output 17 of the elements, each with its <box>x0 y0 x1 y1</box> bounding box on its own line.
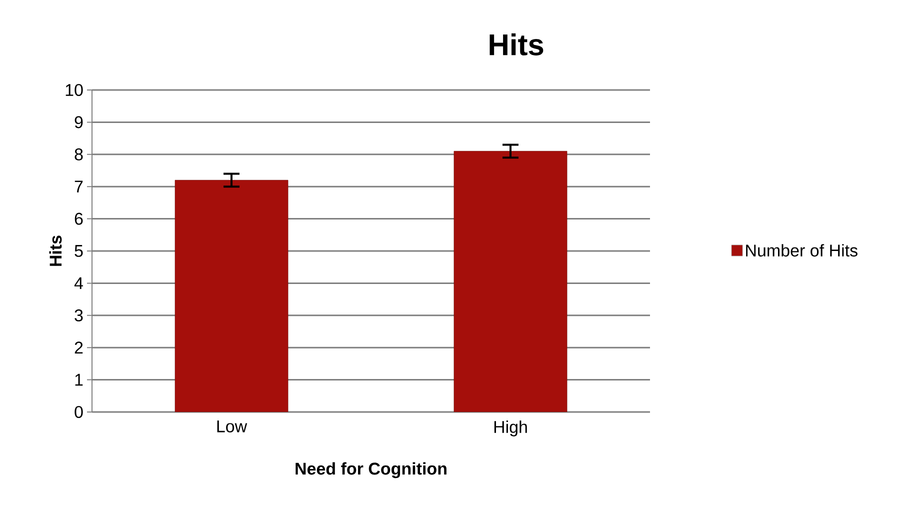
y-tick-label: 0 <box>74 406 83 418</box>
y-tick-label: 7 <box>74 180 83 192</box>
x-tick-label: Low <box>217 420 248 432</box>
y-tick-label: 5 <box>74 245 83 257</box>
y-tick-label: 10 <box>66 84 83 96</box>
y-tick-label: 2 <box>74 342 83 354</box>
y-tick-label: 3 <box>74 309 83 322</box>
chart-title: Hits <box>490 33 544 56</box>
y-tick-label: 1 <box>75 374 83 386</box>
x-tick-label: High <box>494 420 527 436</box>
y-axis-title: Hits <box>49 236 62 266</box>
y-tick-label: 6 <box>74 212 83 225</box>
x-axis-title: Need for Cognition <box>296 462 446 478</box>
y-tick-label: 4 <box>74 277 83 290</box>
legend-label: Number of Hits <box>746 244 858 257</box>
y-tick-label: 8 <box>74 148 83 160</box>
y-tick-label: 9 <box>74 116 83 128</box>
